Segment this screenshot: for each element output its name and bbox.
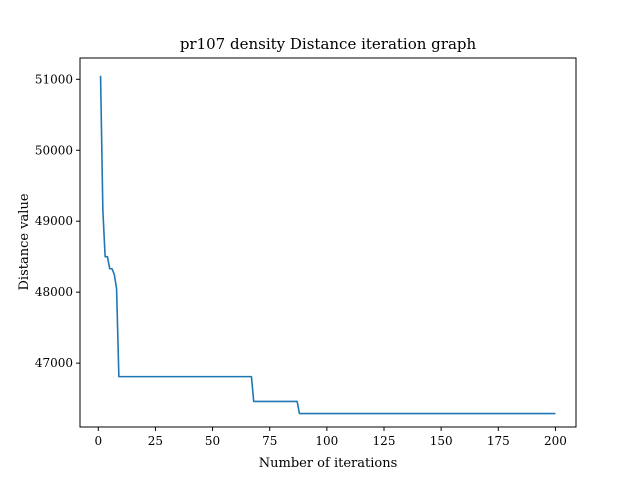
y-tick-label: 48000 — [35, 285, 73, 299]
x-tick-label: 125 — [373, 434, 396, 448]
y-tick-label: 47000 — [35, 356, 73, 370]
x-tick-label: 50 — [205, 434, 220, 448]
x-tick-label: 25 — [148, 434, 163, 448]
plot-frame — [79, 57, 577, 428]
x-tick-label: 0 — [94, 434, 102, 448]
y-tick-label: 51000 — [35, 72, 73, 86]
y-axis: 47000 48000 49000 50000 51000 — [35, 72, 80, 370]
x-axis: 0 25 50 75 100 125 150 175 200 — [94, 427, 567, 448]
x-tick-label: 200 — [544, 434, 567, 448]
x-axis-label: Number of iterations — [259, 456, 398, 471]
series-line-0 — [99, 75, 556, 415]
x-tick-label: 75 — [262, 434, 277, 448]
x-tick-label: 100 — [315, 434, 338, 448]
x-tick-label: 150 — [430, 434, 453, 448]
chart-title: pr107 density Distance iteration graph — [180, 35, 477, 53]
y-tick-label: 50000 — [35, 143, 73, 157]
y-axis-label: Distance value — [17, 193, 32, 290]
x-tick-label: 175 — [487, 434, 510, 448]
y-tick-label: 49000 — [35, 214, 73, 228]
